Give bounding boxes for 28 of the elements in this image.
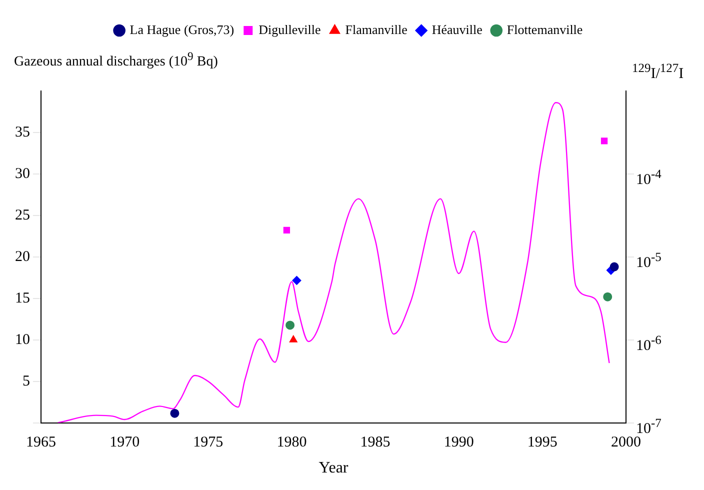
y-tick-label: 30 <box>15 166 30 182</box>
y-tick-label: 25 <box>15 207 30 224</box>
x-tick-label: 1970 <box>110 434 140 451</box>
legend-label: Flamanville <box>345 22 408 37</box>
x-tick-label: 1985 <box>360 434 390 451</box>
y-tick-label: 5 <box>22 373 30 390</box>
legend-label: Flottemanville <box>506 22 583 37</box>
x-axis-title: Year <box>318 460 349 477</box>
y2-tick-label: 10$^{-4}$ <box>636 166 662 190</box>
legend-label: Héauville <box>432 22 483 37</box>
x-tick-label: 1980 <box>276 434 307 451</box>
legend-label: Digulleville <box>258 22 321 37</box>
line-series <box>57 102 610 423</box>
x-tick-label: 1990 <box>444 434 474 451</box>
y-axis-title: Gazeous annual discharges (10$^{9}$ Bq) <box>14 49 218 72</box>
y-tick-label: 35 <box>15 124 30 140</box>
y2-tick-label: 10$^{-5}$ <box>636 248 662 273</box>
x-tick-label: 1995 <box>527 434 558 451</box>
x-tick-label: 1975 <box>193 434 224 451</box>
x-tick-label: 2000 <box>611 434 641 451</box>
x-tick-label: 1965 <box>26 434 56 451</box>
y-tick-label: 15 <box>15 290 30 306</box>
y-tick-label: 20 <box>15 248 30 265</box>
y2-axis-title: $^{129}$I/$^{127}$I <box>632 61 684 83</box>
y-tick-label: 10 <box>15 332 30 348</box>
legend-label: La Hague (Gros,73) <box>130 22 234 37</box>
y2-tick-label: 10$^{-6}$ <box>636 332 662 356</box>
y2-tick-label: 10$^{-7}$ <box>636 414 662 437</box>
